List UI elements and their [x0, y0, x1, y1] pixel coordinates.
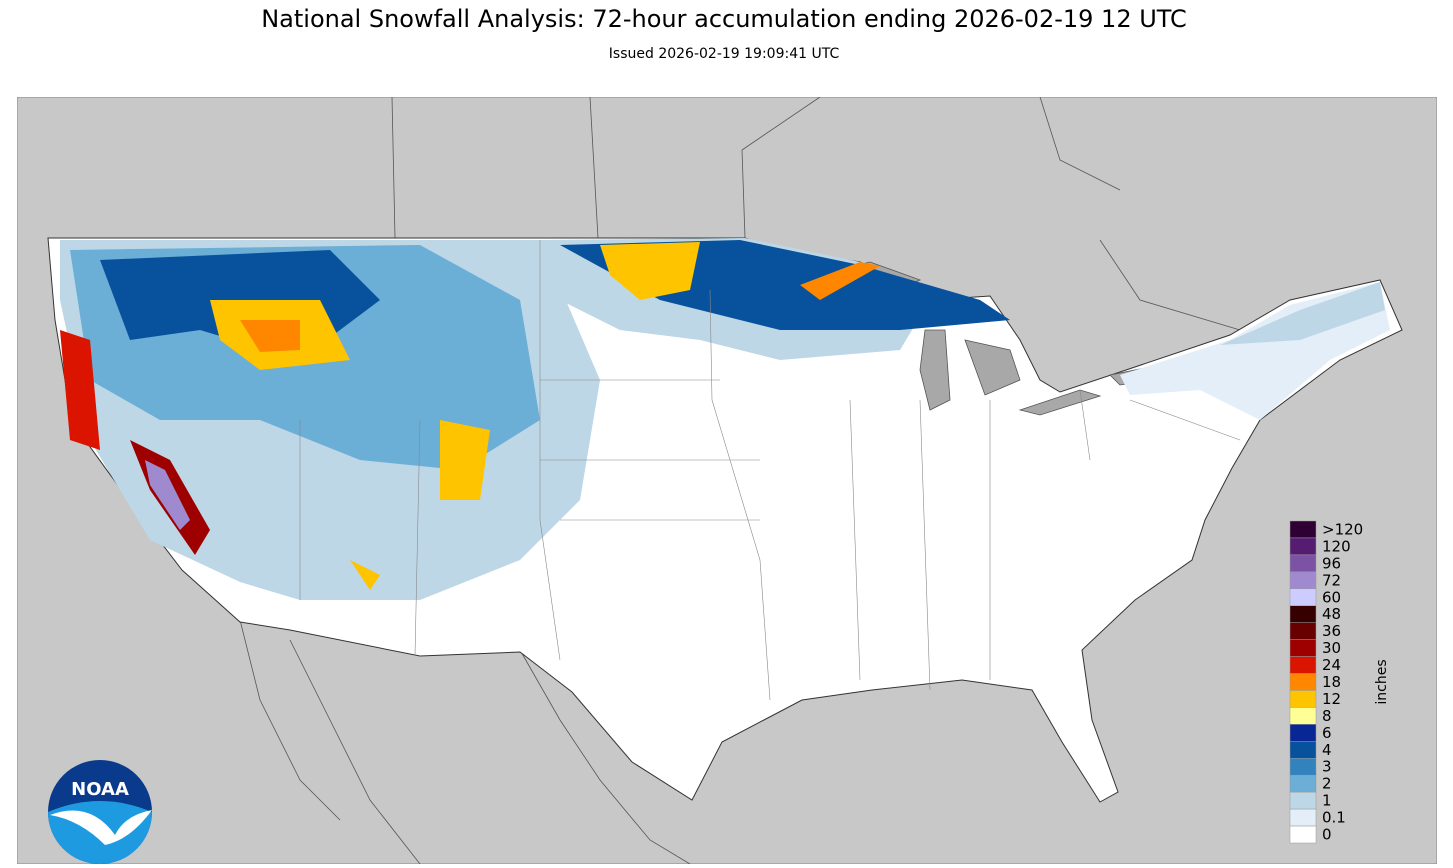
legend-label: 6	[1322, 724, 1332, 742]
legend-label: 4	[1322, 741, 1332, 759]
legend-swatch	[1289, 741, 1317, 759]
legend-label: 1	[1322, 792, 1332, 810]
legend-swatch	[1289, 690, 1317, 708]
legend-label: 12	[1322, 690, 1341, 708]
snow-areas	[60, 238, 1390, 600]
legend-label: 120	[1322, 537, 1351, 555]
legend-swatch	[1289, 571, 1317, 590]
legend-label: 72	[1322, 571, 1341, 589]
legend-label: 0	[1322, 826, 1332, 844]
legend-swatch	[1289, 774, 1317, 793]
legend-swatch	[1289, 605, 1317, 623]
legend-swatch	[1289, 520, 1317, 539]
map-area	[17, 97, 1437, 864]
noaa-logo	[48, 760, 152, 864]
legend-swatch	[1289, 825, 1317, 844]
legend-swatch	[1289, 791, 1317, 810]
legend-swatch	[1289, 673, 1317, 691]
legend-label: 30	[1322, 639, 1341, 657]
legend-label: 48	[1322, 605, 1341, 623]
legend-label: 36	[1322, 622, 1341, 640]
legend-label: 0.1	[1322, 809, 1346, 827]
legend-label: 2	[1322, 775, 1332, 793]
legend-label: 96	[1322, 554, 1341, 572]
legend-swatch	[1289, 554, 1317, 573]
legend-swatch	[1289, 656, 1317, 674]
legend-label: 3	[1322, 758, 1332, 776]
logo-gull	[50, 810, 152, 845]
legend-swatch	[1289, 622, 1317, 640]
legend-label: 24	[1322, 656, 1341, 674]
legend-label: 8	[1322, 707, 1332, 725]
legend-unit: inches	[1374, 659, 1390, 704]
state-borders	[299, 240, 1241, 701]
legend-swatch	[1289, 724, 1317, 742]
legend-swatch	[1289, 588, 1317, 606]
legend-label: >120	[1322, 520, 1363, 538]
legend-swatch	[1289, 537, 1317, 556]
logo-text: NOAA	[71, 779, 129, 800]
legend-swatch	[1289, 707, 1317, 725]
legend-swatch	[1289, 808, 1317, 827]
legend-label: 60	[1322, 588, 1341, 606]
legend-swatch	[1289, 639, 1317, 657]
title: National Snowfall Analysis: 72-hour accu…	[261, 5, 1187, 33]
legend-swatch	[1289, 758, 1317, 776]
subtitle: Issued 2026-02-19 19:09:41 UTC	[609, 46, 840, 62]
legend-label: 18	[1322, 673, 1341, 691]
outside-borders	[239, 97, 1241, 864]
